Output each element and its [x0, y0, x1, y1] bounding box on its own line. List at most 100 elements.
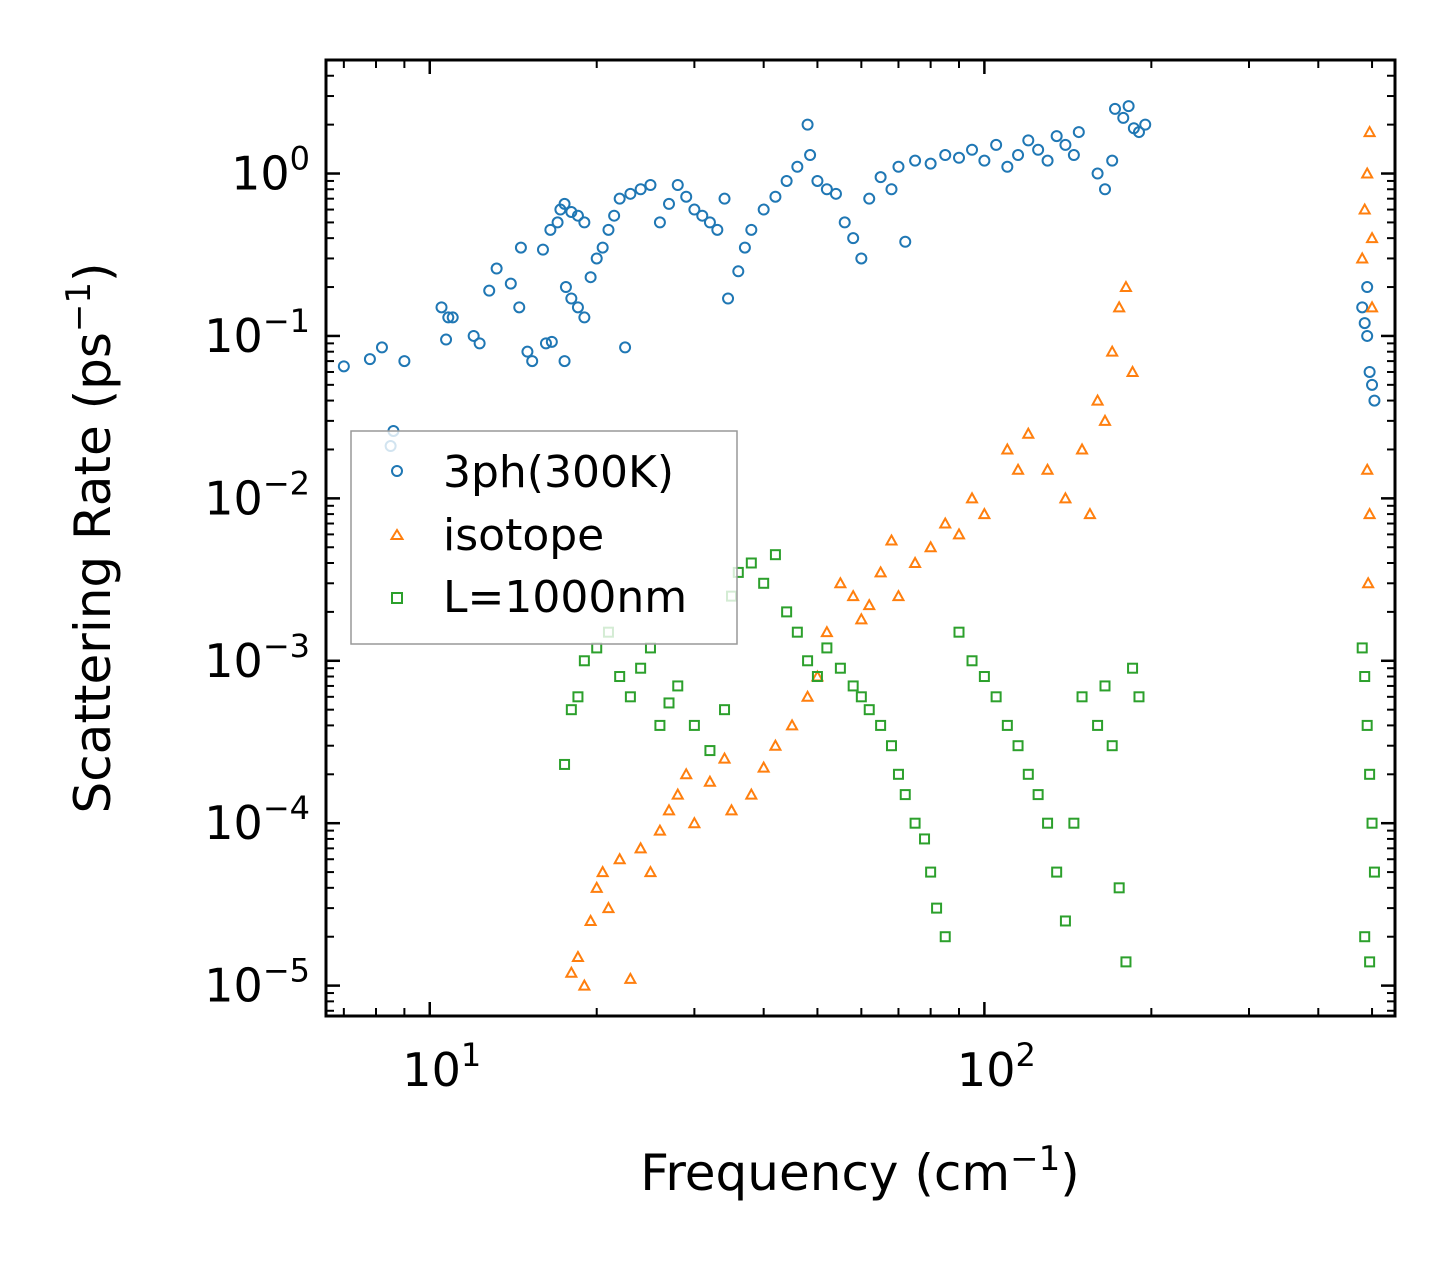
- data-point: [874, 171, 887, 184]
- data-point: [1361, 576, 1375, 589]
- data-point: [624, 187, 637, 200]
- data-point: [1042, 817, 1054, 829]
- data-point: [756, 760, 771, 773]
- data-point: [467, 329, 480, 342]
- data-point: [732, 265, 745, 278]
- data-point: [855, 252, 868, 265]
- data-point: [1120, 956, 1132, 968]
- data-point: [1366, 817, 1378, 829]
- data-point: [966, 655, 978, 667]
- data-point: [613, 192, 626, 205]
- data-point: [1117, 111, 1130, 124]
- data-point: [583, 913, 598, 926]
- data-point: [1072, 126, 1085, 139]
- data-point: [688, 719, 700, 731]
- data-point: [919, 833, 931, 845]
- data-point: [1059, 138, 1072, 151]
- data-points: [337, 100, 1381, 991]
- data-point: [1041, 154, 1054, 167]
- data-point: [711, 223, 724, 236]
- data-point: [1000, 442, 1015, 455]
- data-point: [680, 190, 693, 203]
- data-point: [687, 816, 702, 829]
- data-point: [571, 209, 584, 222]
- data-point: [337, 360, 350, 373]
- data-point: [1106, 740, 1118, 752]
- data-point: [834, 662, 846, 674]
- y-axis-label: Scattering Rate (ps−1): [59, 262, 122, 813]
- data-point: [990, 691, 1002, 703]
- data-point: [738, 241, 751, 254]
- data-point: [375, 341, 388, 354]
- x-axis-label: Frequency (cm−1): [640, 1139, 1080, 1202]
- data-point: [1021, 426, 1035, 439]
- data-point: [1112, 300, 1126, 313]
- data-point: [847, 232, 860, 245]
- data-point: [1032, 143, 1045, 156]
- data-point: [1359, 671, 1371, 683]
- data-point: [1075, 442, 1089, 455]
- data-point: [977, 507, 992, 520]
- data-point: [1012, 740, 1024, 752]
- data-point: [590, 252, 603, 265]
- data-point: [623, 971, 638, 984]
- legend-box: [350, 430, 738, 645]
- data-point: [1359, 931, 1371, 943]
- data-point: [1366, 378, 1379, 391]
- series-0: [337, 100, 1381, 453]
- data-point: [526, 355, 539, 368]
- data-point: [1068, 817, 1080, 829]
- data-point: [1040, 462, 1055, 475]
- data-point: [442, 311, 455, 324]
- data-point: [671, 178, 684, 191]
- series-2: [559, 549, 1380, 968]
- data-point: [873, 565, 888, 578]
- tick-labels: 101 102 100 10−1 10−2 10−3 10−4 10−5: [204, 140, 1036, 1097]
- data-point: [558, 355, 571, 368]
- x-tick-label: 101: [402, 1036, 481, 1097]
- data-point: [565, 292, 578, 305]
- data-point: [612, 852, 627, 865]
- legend-label-l1000nm: L=1000nm: [443, 572, 687, 623]
- data-point: [802, 655, 814, 667]
- data-point: [643, 865, 658, 878]
- legend-item-isotope: isotope: [389, 510, 604, 561]
- data-point: [577, 978, 592, 991]
- data-point: [703, 774, 717, 787]
- plot-frame: [324, 58, 1397, 1018]
- data-point: [440, 333, 453, 346]
- data-point: [722, 292, 735, 305]
- data-point: [1076, 691, 1088, 703]
- data-point: [1058, 491, 1073, 504]
- data-point: [863, 192, 876, 205]
- data-point: [1361, 281, 1374, 294]
- data-point: [1092, 719, 1104, 731]
- data-point: [551, 216, 564, 229]
- data-point: [1363, 365, 1376, 378]
- data-point: [1022, 768, 1034, 780]
- data-point: [704, 745, 716, 757]
- data-point: [473, 337, 486, 350]
- legend: 3ph(300K) isotope L=1000nm: [350, 430, 738, 645]
- data-point: [863, 704, 875, 716]
- data-point: [724, 803, 739, 816]
- x-tick-label: 102: [957, 1036, 1036, 1097]
- data-point: [1360, 166, 1374, 179]
- data-point: [1368, 866, 1380, 878]
- data-point: [892, 768, 904, 780]
- data-point: [435, 301, 448, 314]
- data-point: [953, 151, 966, 164]
- data-point: [596, 241, 609, 254]
- data-point: [745, 557, 757, 569]
- data-point: [838, 216, 851, 229]
- data-point: [559, 758, 571, 770]
- data-point: [1099, 680, 1111, 692]
- data-point: [1119, 279, 1133, 293]
- data-point: [644, 178, 657, 191]
- legend-marker-l1000nm: [391, 592, 403, 604]
- data-point: [1059, 915, 1071, 927]
- data-point: [565, 205, 578, 218]
- data-point: [1361, 329, 1374, 342]
- data-point: [1356, 642, 1368, 654]
